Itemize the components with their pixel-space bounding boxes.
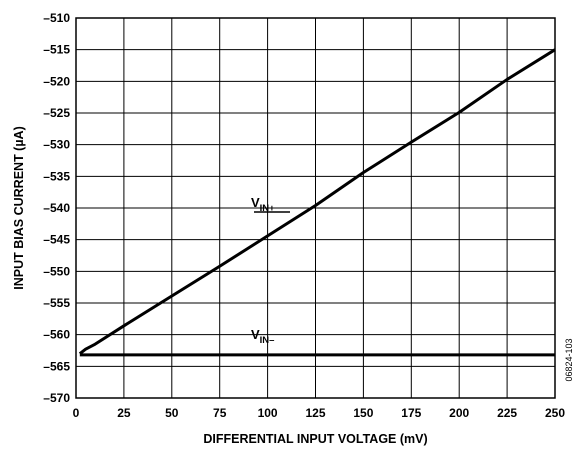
y-tick-label: –520	[43, 74, 70, 88]
x-tick-labels: 0 25 50 75 100 125 150 175 200 225 250	[73, 406, 566, 420]
figure-id: 06824-103	[564, 338, 574, 381]
grid	[75, 17, 556, 399]
y-tick-label: –535	[43, 169, 70, 183]
y-tick-label: –515	[43, 43, 70, 57]
y-axis-title: INPUT BIAS CURRENT (µA)	[12, 126, 26, 289]
series-label-vin-minus-main: V	[251, 327, 260, 342]
x-tick-label: 225	[497, 406, 517, 420]
x-tick-label: 150	[353, 406, 373, 420]
y-tick-label: –540	[43, 201, 70, 215]
y-tick-label: –570	[43, 391, 70, 405]
series-lines	[78, 48, 556, 357]
x-tick-label: 250	[545, 406, 565, 420]
x-tick-label: 0	[73, 406, 80, 420]
series-label-vin-plus: VIN+	[251, 195, 275, 214]
x-tick-label: 200	[449, 406, 469, 420]
x-tick-label: 175	[401, 406, 421, 420]
x-tick-label: 50	[165, 406, 179, 420]
y-tick-label: –565	[43, 359, 70, 373]
series-label-vin-minus-sub: IN–	[260, 335, 275, 346]
series-label-vin-minus: VIN–	[251, 327, 274, 346]
y-tick-label: –530	[43, 138, 70, 152]
y-tick-label: –510	[43, 11, 70, 25]
series-line-0	[78, 48, 556, 355]
series-label-vin-plus-sub: IN+	[260, 203, 276, 214]
x-tick-label: 25	[117, 406, 131, 420]
plot-frame	[75, 17, 556, 399]
series-label-vin-plus-main: V	[251, 195, 260, 210]
x-tick-label: 125	[305, 406, 325, 420]
y-tick-label: –560	[43, 328, 70, 342]
x-tick-label: 100	[258, 406, 278, 420]
x-tick-label: 75	[213, 406, 227, 420]
y-tick-label: –545	[43, 233, 70, 247]
y-tick-label: –555	[43, 296, 70, 310]
y-tick-label: –550	[43, 264, 70, 278]
y-tick-label: –525	[43, 106, 70, 120]
x-axis-title: DIFFERENTIAL INPUT VOLTAGE (mV)	[203, 432, 427, 446]
y-tick-labels: –510 –515 –520 –525 –530 –535 –540 –545 –550 –555…	[43, 11, 70, 405]
